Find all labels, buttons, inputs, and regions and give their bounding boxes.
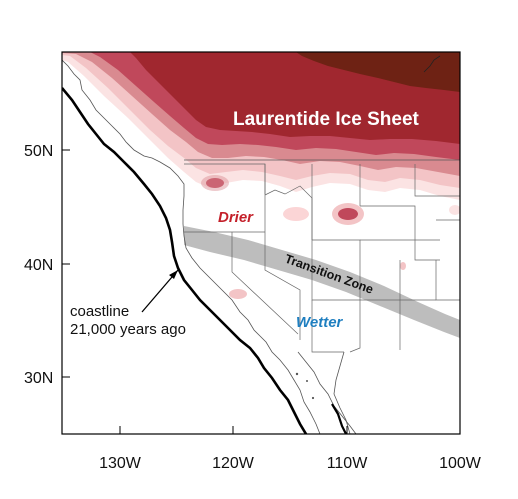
anomaly-patch [283, 207, 309, 221]
anomaly-patch [206, 178, 224, 188]
wetter-label: Wetter [296, 314, 344, 331]
lon-ticks [119, 426, 461, 434]
past-baja-coastline [331, 403, 347, 434]
lon-tick-label: 100W [439, 455, 482, 472]
baja-coastline [297, 351, 357, 434]
modern-coastline [62, 59, 321, 434]
lat-ticks [62, 149, 70, 378]
past-coastline [62, 87, 308, 434]
ice-sheet-label: Laurentide Ice Sheet [233, 109, 420, 130]
ice-detail [423, 55, 441, 73]
ice-sheet-core [296, 52, 460, 92]
lat-tick-label: 50N [24, 143, 53, 160]
map-frame [61, 51, 461, 435]
coastline-annotation-line2: 21,000 years ago [70, 321, 186, 338]
lon-tick-label: 110W [327, 455, 369, 472]
coastline-annotation-line1: coastline [70, 303, 129, 320]
anomaly-patch [201, 175, 229, 191]
arrowhead-icon [169, 270, 178, 279]
anomaly-patch [338, 208, 358, 220]
lat-tick-label: 30N [24, 370, 53, 387]
lon-tick-label: 120W [212, 455, 255, 472]
anomaly-patch [400, 262, 406, 270]
drier-label: Drier [218, 209, 254, 226]
state-borders [184, 163, 460, 353]
anomaly-patch [449, 205, 460, 215]
anomaly-patch [229, 289, 247, 299]
island [311, 396, 315, 400]
island [295, 372, 299, 376]
gulf-coastline [333, 351, 351, 434]
island [306, 380, 308, 382]
map-field [62, 52, 460, 434]
lat-tick-label: 40N [24, 257, 53, 274]
transition-zone-band [184, 226, 460, 338]
lon-tick-label: 130W [99, 455, 142, 472]
